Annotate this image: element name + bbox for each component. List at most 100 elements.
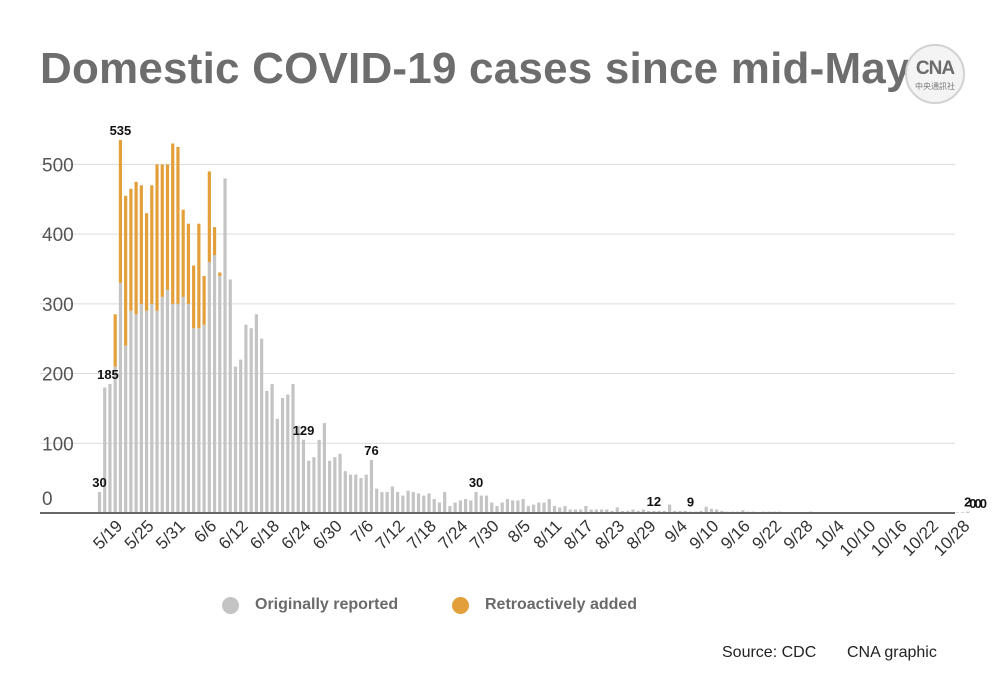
bar-original-7/15	[416, 493, 421, 513]
x-tick-label-7/30: 7/30	[466, 516, 503, 553]
bar-original-7/14	[411, 492, 415, 513]
x-tick-label-8/5: 8/5	[504, 516, 534, 546]
bar-original-8/27	[641, 509, 646, 513]
x-tick-label-6/24: 6/24	[278, 516, 315, 553]
x-tick-label-5/19: 5/19	[89, 516, 126, 553]
bar-retro-5/29	[171, 143, 175, 304]
y-tick-label-100: 100	[42, 434, 74, 455]
bar-original-5/19	[118, 282, 123, 513]
x-tick-label-8/29: 8/29	[623, 516, 660, 553]
bar-original-6/27	[322, 423, 326, 513]
bar-retro-5/27	[160, 164, 164, 297]
x-axis-ticks: 5/195/255/31 6/66/126/186/246/30 7/67/127/…	[89, 516, 973, 560]
data-label-10/28: 2	[964, 495, 971, 510]
grid-lines	[40, 163, 955, 444]
bar-original-5/27	[160, 296, 164, 513]
bar-original-8/31	[662, 510, 666, 513]
logo-mark: CNA	[915, 58, 955, 79]
bar-original-8/30	[657, 510, 661, 513]
bar-original-6/12	[244, 324, 248, 513]
x-tick-label-6/30: 6/30	[309, 516, 346, 553]
bar-original-8/13	[568, 509, 572, 513]
bar-original-9/2	[673, 510, 677, 513]
x-tick-label-10/28: 10/28	[930, 516, 974, 560]
y-axis-ticks: 0 100 200 300 400 500	[42, 155, 74, 510]
bar-original-5/15	[97, 492, 102, 513]
legend-dot-original	[222, 596, 239, 614]
bar-original-8/10	[552, 506, 557, 513]
data-label-5/19: 535	[110, 123, 132, 138]
bar-original-8/18	[594, 509, 598, 513]
bar-retro-6/7	[218, 272, 222, 276]
bar-original-5/26	[155, 310, 159, 513]
bar-original-8/19	[599, 509, 604, 513]
y-tick-label-200: 200	[42, 365, 74, 386]
bar-original-6/9	[228, 279, 232, 513]
bar-original-6/1	[186, 303, 191, 513]
bar-original-8/15	[579, 509, 583, 513]
bar-original-9/1	[667, 504, 672, 513]
bar-original-7/30	[495, 506, 499, 513]
bar-original-7/4	[359, 478, 363, 513]
bar-retro-5/19	[118, 140, 123, 283]
bar-original-7/29	[490, 502, 494, 513]
data-label-10/31: 0	[980, 496, 987, 511]
x-tick-label-9/22: 9/22	[748, 516, 785, 553]
bar-original-7/12	[401, 495, 405, 513]
bar-original-6/25	[312, 457, 316, 513]
bar-original-6/30	[338, 453, 342, 513]
bar-original-6/26	[317, 439, 321, 513]
bar-original-5/31	[181, 296, 185, 513]
bar-original-7/25	[469, 500, 473, 513]
bar-original-6/2	[192, 328, 196, 513]
legend-dot-retro	[452, 596, 469, 614]
bar-retro-5/18	[113, 314, 117, 367]
bar-original-7/24	[464, 499, 468, 513]
bar-original-6/14	[254, 314, 258, 513]
bar-retro-6/2	[192, 265, 196, 329]
bar-original-6/7	[218, 275, 222, 513]
bar-original-8/28	[647, 510, 651, 513]
bar-original-8/2	[511, 500, 515, 513]
x-tick-label-7/12: 7/12	[372, 516, 409, 553]
bar-original-7/23	[458, 500, 462, 513]
bar-original-9/3	[678, 510, 682, 513]
bar-original-6/29	[333, 457, 337, 513]
x-tick-label-8/17: 8/17	[560, 516, 597, 553]
bar-original-8/29	[652, 510, 656, 513]
bar-original-7/8	[380, 492, 384, 513]
data-label-5/15: 30	[92, 475, 106, 490]
bar-original-5/20	[124, 345, 128, 513]
x-tick-label-8/23: 8/23	[591, 516, 628, 553]
bar-original-8/11	[558, 507, 562, 513]
bar-original-6/5	[207, 262, 211, 513]
chart-title: Domestic COVID-19 cases since mid-May	[40, 44, 911, 93]
bar-original-6/21	[291, 384, 295, 513]
bar-original-6/20	[286, 394, 290, 513]
bar-retro-6/4	[202, 275, 206, 325]
bar-original-8/17	[589, 509, 593, 513]
bar-original-6/28	[328, 460, 332, 513]
bar-original-9/11	[720, 510, 724, 513]
bar-original-7/16	[422, 495, 426, 513]
bar-original-8/22	[615, 507, 619, 513]
logo-subtitle: 中央通訊社	[915, 82, 955, 91]
legend-item-original: Originally reported	[222, 596, 398, 614]
bar-original-5/23	[139, 303, 143, 513]
bar-original-7/20	[443, 492, 447, 513]
bar-original-8/23	[620, 510, 625, 513]
bar-original-6/19	[280, 397, 285, 513]
bar-original-8/8	[542, 502, 546, 513]
bar-original-8/5	[526, 506, 530, 513]
bar-original-7/17	[427, 493, 431, 513]
bar-original-8/9	[547, 499, 551, 513]
bar-original-6/24	[307, 460, 311, 513]
bar-original-8/26	[636, 510, 640, 513]
bar-original-10/27	[960, 512, 965, 513]
bar-original-6/10	[233, 366, 238, 513]
bar-original-7/21	[448, 506, 452, 513]
bar-retro-6/6	[212, 227, 217, 256]
bar-original-7/10	[390, 486, 394, 513]
x-tick-label-7/24: 7/24	[435, 516, 472, 553]
